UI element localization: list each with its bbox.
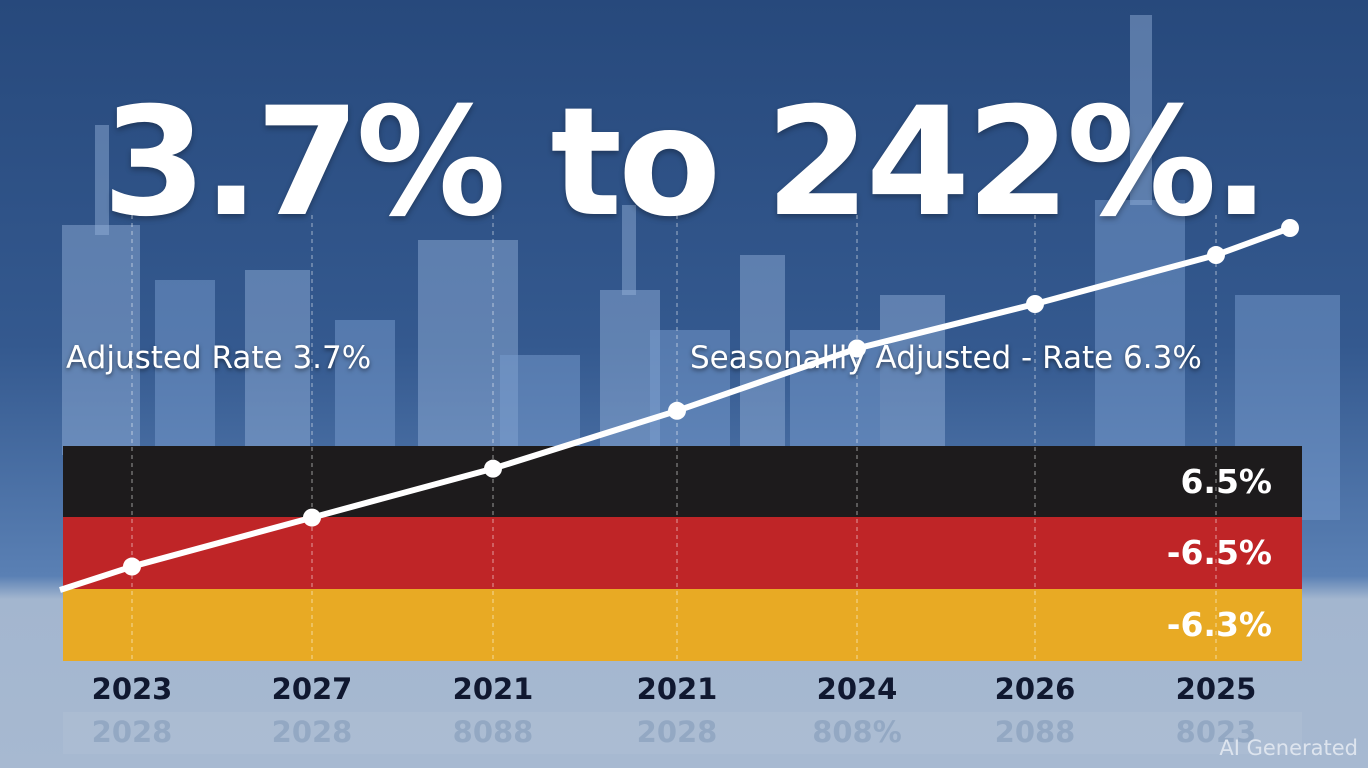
x-tick-label: 2024 <box>816 672 898 706</box>
x-tick-reflection: 2028 <box>636 715 718 749</box>
x-tick-label: 2021 <box>636 672 718 706</box>
band-yellow: -6.3% <box>63 589 1302 661</box>
adjusted-rate-label: Adjusted Rate 3.7% <box>66 340 372 376</box>
data-point <box>848 339 866 358</box>
x-tick-label: 2026 <box>994 672 1076 706</box>
band-black: 6.5% <box>63 446 1302 518</box>
data-point <box>1207 246 1225 265</box>
data-point <box>1026 295 1044 313</box>
x-tick-reflection: 2028 <box>271 715 353 749</box>
x-tick-reflection: 808% <box>812 715 902 749</box>
x-tick-reflection: 8023 <box>1175 715 1257 749</box>
data-point <box>484 459 502 478</box>
x-tick-label: 2025 <box>1175 672 1257 706</box>
line-end-point <box>1281 219 1299 237</box>
data-point <box>123 557 141 576</box>
x-tick-label: 2021 <box>452 672 534 706</box>
x-tick-label: 2023 <box>91 672 173 706</box>
data-point <box>668 401 686 420</box>
headline: 3.7% to 242%. <box>102 76 1270 250</box>
seasonally-adjusted-label: Seasonallly Adjusted - Rate 6.3% <box>690 340 1202 376</box>
band-red-value: -6.5% <box>1166 533 1272 572</box>
x-tick-reflection: 2028 <box>91 715 173 749</box>
band-black-value: 6.5% <box>1180 462 1272 501</box>
data-point <box>303 508 321 527</box>
x-tick-label: 2027 <box>271 672 353 706</box>
x-tick-reflection: 2088 <box>994 715 1076 749</box>
reflection-strip <box>63 712 1302 754</box>
watermark: AI Generated <box>1219 736 1358 760</box>
x-tick-reflection: 8088 <box>452 715 534 749</box>
band-yellow-value: -6.3% <box>1166 605 1272 644</box>
